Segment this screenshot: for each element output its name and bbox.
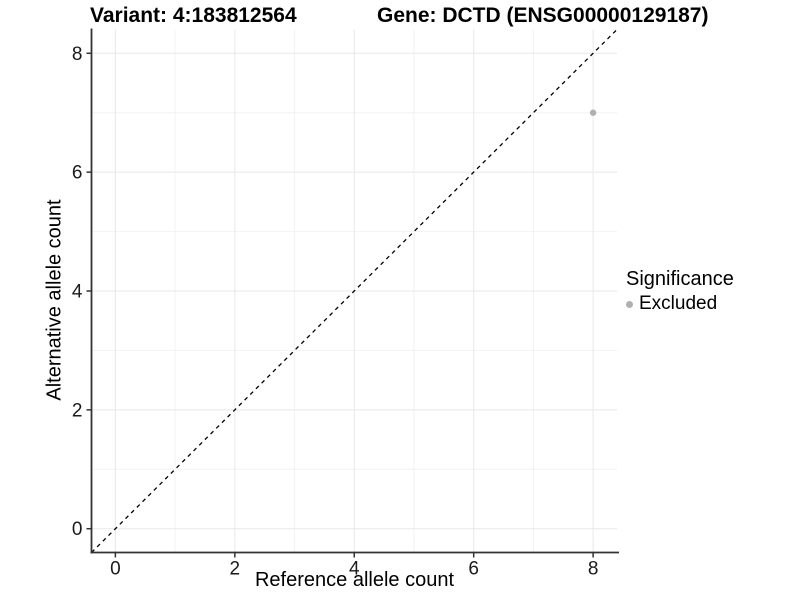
y-axis-title: Alternative allele count xyxy=(43,199,66,401)
identity-dashed-line xyxy=(91,29,618,553)
legend-items: Excluded xyxy=(626,293,734,315)
variant-title: Variant: 4:183812564 xyxy=(90,4,297,27)
y-tick-label: 2 xyxy=(72,400,83,421)
legend-item: Excluded xyxy=(626,293,734,315)
y-tick-label: 6 xyxy=(72,163,83,184)
legend-point-icon xyxy=(626,300,633,308)
x-tick-label: 0 xyxy=(110,559,121,580)
x-axis-title: Reference allele count xyxy=(254,569,454,591)
y-tick-label: 4 xyxy=(72,282,83,303)
gene-title: Gene: DCTD (ENSG00000129187) xyxy=(377,4,709,27)
x-tick-label: 8 xyxy=(588,559,599,580)
x-tick-label: 2 xyxy=(230,559,241,580)
y-tick-label: 0 xyxy=(72,519,83,540)
legend-title: Significance xyxy=(626,268,734,290)
y-tick-label: 8 xyxy=(72,44,83,65)
data-point xyxy=(589,109,597,116)
x-tick-label: 4 xyxy=(349,559,360,580)
x-tick-label: 6 xyxy=(468,559,479,580)
legend: Significance Excluded xyxy=(626,267,734,315)
legend-item-label: Excluded xyxy=(639,293,718,314)
